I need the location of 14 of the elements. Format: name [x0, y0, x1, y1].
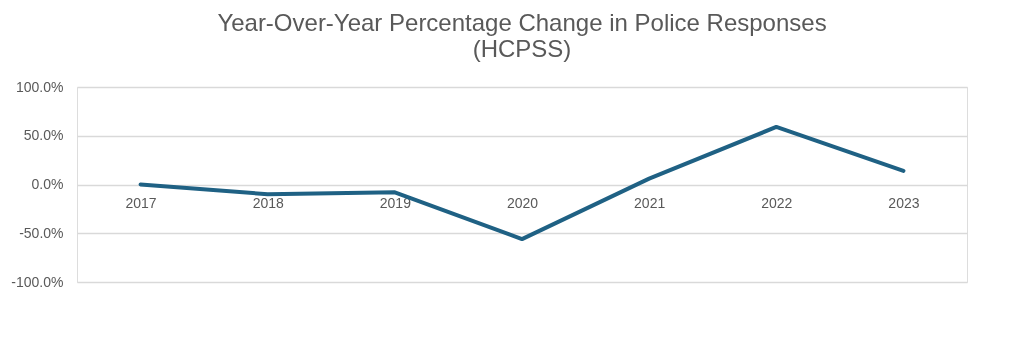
x-tick-label: 2023	[888, 195, 920, 211]
text: Year-Over-Year Percentage Change in Police Responses	[217, 9, 827, 36]
y-tick-label: 50.0%	[23, 127, 64, 144]
y-tick-label: -100.0%	[11, 273, 64, 290]
y-tick-label: 0.0%	[31, 176, 64, 192]
y-tick-label: -50.0%	[19, 224, 64, 241]
x-tick-label: 2018	[252, 195, 284, 211]
x-tick-label: 2020	[506, 195, 539, 211]
x-tick-label: 2022	[761, 195, 793, 211]
y-tick-label: 100.0%	[16, 78, 64, 95]
x-tick-label: 2021	[634, 195, 666, 211]
x-tick-label: 2019	[379, 195, 412, 211]
x-tick-label: 2017	[125, 195, 157, 211]
text: (HCPSS)	[472, 35, 572, 62]
